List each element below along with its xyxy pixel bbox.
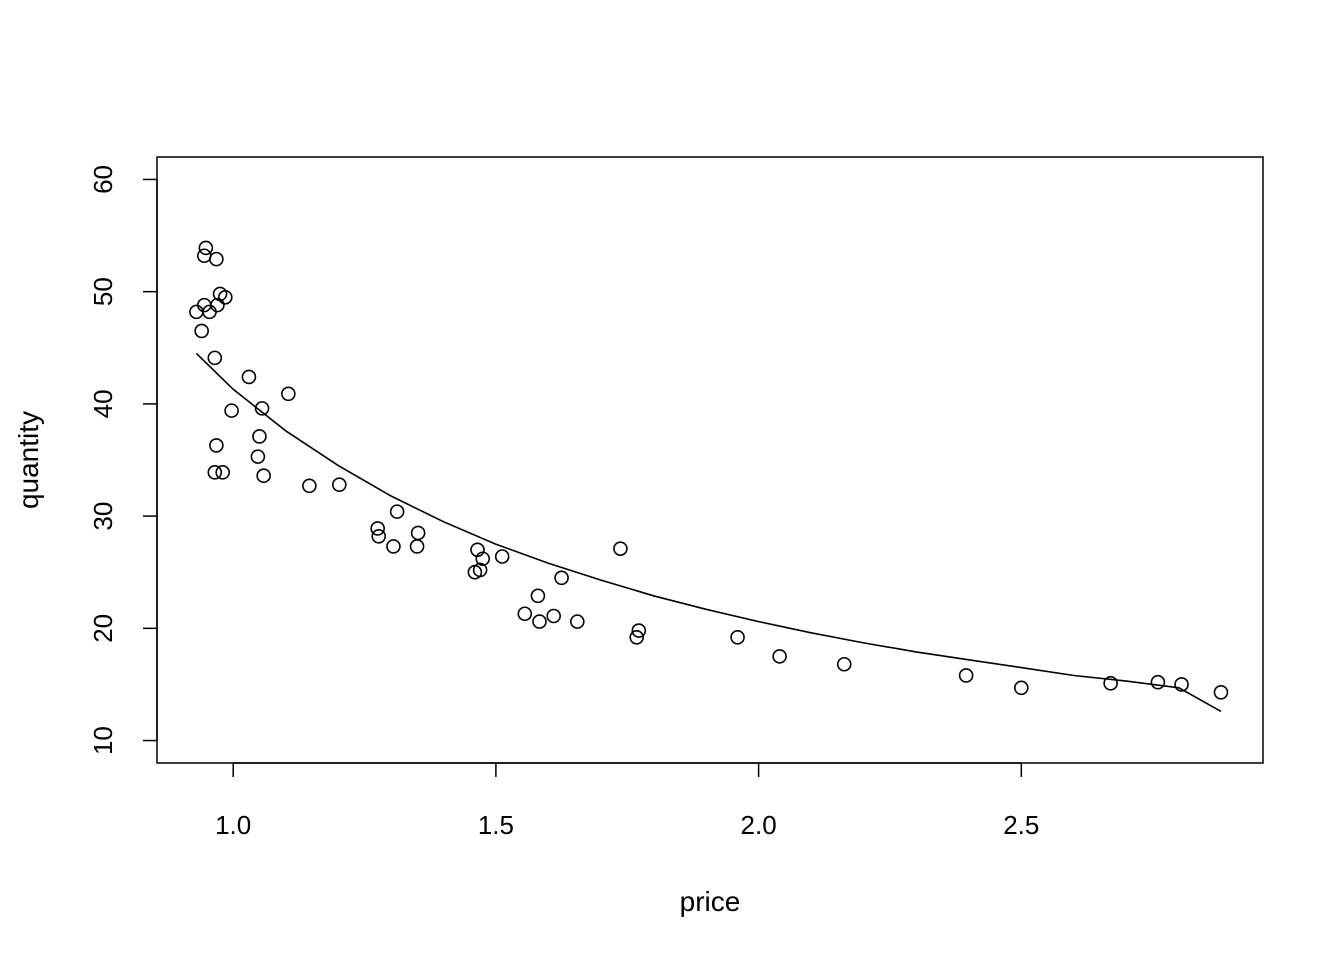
data-point — [1213, 684, 1229, 700]
data-points — [189, 240, 1229, 700]
data-point — [472, 562, 488, 578]
data-point — [210, 297, 225, 313]
data-point — [517, 606, 533, 622]
data-point — [224, 403, 239, 418]
data-point — [409, 539, 425, 554]
y-tick-label: 60 — [88, 165, 118, 194]
y-tick-label: 30 — [88, 502, 118, 531]
data-point — [730, 630, 745, 645]
data-point — [215, 465, 230, 480]
y-tick-label: 20 — [88, 614, 118, 643]
y-tick-label: 50 — [88, 277, 118, 306]
data-point — [836, 656, 852, 672]
data-point — [546, 608, 561, 624]
data-point — [629, 630, 645, 645]
data-point — [189, 304, 204, 320]
data-point — [386, 539, 401, 554]
data-point — [371, 529, 387, 544]
data-point — [1150, 674, 1166, 690]
data-point — [207, 465, 223, 480]
data-point — [532, 614, 547, 629]
x-tick-label: 1.0 — [215, 810, 251, 840]
data-point — [332, 477, 347, 492]
data-point — [1014, 680, 1029, 696]
data-point — [209, 251, 224, 267]
data-point — [570, 614, 585, 629]
data-point — [250, 449, 266, 464]
data-point — [475, 551, 491, 567]
data-point — [252, 429, 267, 444]
data-point — [1174, 677, 1189, 692]
fit-curve — [195, 352, 1222, 713]
x-axis: 1.0 1.5 2.0 2.5 — [215, 762, 1039, 840]
data-point — [389, 504, 405, 519]
x-tick-label: 2.0 — [741, 810, 777, 840]
y-axis: 10 20 30 40 50 60 — [88, 165, 158, 755]
y-axis-label: quantity — [13, 411, 44, 509]
data-point — [370, 521, 385, 536]
data-point — [218, 289, 233, 305]
x-axis-label: price — [680, 886, 741, 917]
data-point — [772, 649, 787, 664]
data-point — [631, 623, 647, 638]
y-tick-label: 10 — [88, 726, 118, 755]
data-point — [613, 541, 628, 556]
data-point — [554, 570, 569, 586]
data-point — [958, 668, 974, 683]
data-point — [494, 549, 510, 564]
x-tick-label: 2.5 — [1003, 810, 1039, 840]
data-point — [241, 369, 257, 385]
fit-curve-layer — [195, 352, 1222, 713]
y-tick-label: 40 — [88, 389, 118, 418]
data-point — [198, 240, 214, 256]
data-point — [207, 350, 223, 366]
data-point — [209, 438, 224, 453]
data-point — [1103, 676, 1118, 691]
data-point — [254, 401, 270, 416]
x-tick-label: 1.5 — [478, 810, 514, 840]
data-point — [302, 478, 317, 494]
data-point — [530, 588, 546, 604]
data-point — [256, 468, 271, 484]
data-point — [410, 525, 426, 541]
data-point — [281, 386, 296, 402]
data-point — [194, 323, 209, 339]
plot-frame — [156, 156, 1264, 764]
